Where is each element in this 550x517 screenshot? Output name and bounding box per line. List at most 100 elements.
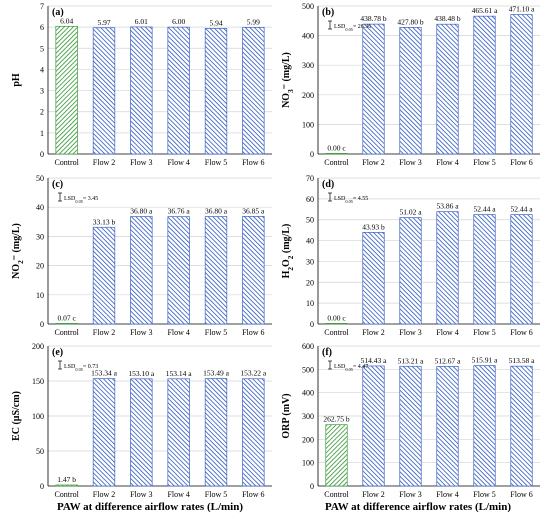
data-label: 438.48 b (434, 14, 461, 23)
x-tick-label: Flow 2 (93, 328, 115, 337)
y-tick-label: 10 (306, 299, 314, 308)
x-tick-label: Flow 6 (242, 328, 264, 337)
bar (55, 484, 78, 487)
x-caption-left: PAW at difference airflow rates (L/min) (57, 501, 243, 513)
y-tick-label: 50 (36, 174, 44, 183)
x-tick-label: Flow 4 (436, 490, 458, 499)
y-tick-label: 5 (40, 44, 44, 53)
data-label: 514.43 a (361, 356, 388, 365)
y-tick-label: 40 (36, 203, 44, 212)
x-tick-label: Flow 3 (399, 328, 421, 337)
x-tick-label: Flow 3 (130, 490, 152, 499)
y-tick-label: 200 (32, 342, 44, 351)
y-tick-label: 2 (40, 108, 44, 117)
lsd-label: LSD0.05= 4.47 (334, 364, 368, 372)
bar (362, 23, 385, 155)
y-tick-label: 600 (302, 342, 314, 351)
y-tick-label: 10 (36, 291, 44, 300)
bar (473, 15, 496, 155)
bar (55, 25, 78, 155)
bar (473, 365, 496, 487)
x-tick-label: Flow 4 (436, 158, 458, 167)
data-label: 5.99 (247, 17, 260, 26)
bar (362, 232, 385, 325)
bar (510, 214, 533, 325)
y-tick-label: 300 (302, 412, 314, 421)
lsd-label: LSD0.05= 26.36 (334, 24, 371, 32)
x-tick-label: Flow 2 (362, 158, 384, 167)
data-label: 153.49 a (203, 369, 230, 378)
data-label: 36.80 a (205, 207, 228, 216)
x-tick-label: Flow 2 (93, 490, 115, 499)
y-axis-label: NO3⁻ (mg/L) (281, 52, 295, 108)
data-label: 53.86 a (436, 202, 459, 211)
y-tick-label: 0 (40, 150, 44, 159)
bar (242, 378, 265, 487)
bar (399, 217, 422, 325)
x-tick-label: Flow 5 (205, 490, 227, 499)
x-tick-label: Flow 4 (167, 328, 189, 337)
y-axis-label: H2O2 (mg/L) (281, 224, 295, 279)
y-tick-label: 7 (40, 2, 44, 11)
chart-panel: 0 100 200 300 400 500 0.00 c Control 438.78 b Flo… (281, 2, 540, 167)
data-label: 153.34 a (91, 369, 118, 378)
x-tick-label: Flow 5 (473, 490, 495, 499)
x-tick-label: Flow 5 (205, 158, 227, 167)
y-tick-label: 6 (40, 23, 44, 32)
x-tick-label: Flow 5 (205, 328, 227, 337)
x-tick-label: Control (324, 490, 349, 499)
x-tick-label: Flow 3 (130, 328, 152, 337)
lsd-label: LSD0.05= 0.73 (64, 364, 98, 372)
x-tick-label: Flow 6 (510, 158, 532, 167)
bar (92, 378, 116, 487)
x-tick-label: Flow 5 (473, 158, 495, 167)
y-tick-label: 3 (40, 87, 44, 96)
x-caption-right: PAW at difference airflow rates (L/min) (325, 501, 511, 513)
y-tick-label: 1 (40, 129, 44, 138)
x-tick-label: Flow 6 (510, 328, 532, 337)
bar (399, 365, 422, 487)
x-tick-label: Control (324, 328, 349, 337)
data-label: 52.44 a (510, 205, 533, 214)
data-label: 515.91 a (472, 356, 499, 365)
x-tick-label: Control (324, 158, 349, 167)
y-tick-label: 400 (302, 32, 314, 41)
y-tick-label: 300 (302, 61, 314, 70)
y-tick-label: 30 (36, 232, 44, 241)
data-label: 0.07 c (57, 313, 76, 322)
bar (325, 424, 348, 487)
panel-label: (d) (322, 179, 334, 190)
y-tick-label: 60 (306, 195, 314, 204)
data-label: 438.78 b (360, 14, 387, 23)
panel-label: (c) (52, 179, 63, 190)
chart-panel: 0 10 20 30 40 50 0.07 c Control 33.13 b Flow 2 36.… (11, 174, 272, 337)
x-tick-label: Flow 3 (130, 158, 152, 167)
data-label: 513.58 a (509, 356, 536, 365)
x-tick-label: Flow 6 (242, 158, 264, 167)
bar (436, 366, 459, 487)
y-tick-label: 200 (302, 91, 314, 100)
chart-panel: 0 100 200 300 400 500 600 262.75 b Control 514.43… (281, 342, 540, 499)
bar (325, 153, 348, 155)
x-tick-label: Flow 2 (362, 328, 384, 337)
data-label: 427.80 b (397, 17, 424, 26)
y-tick-label: 100 (302, 459, 314, 468)
x-tick-label: Flow 4 (167, 490, 189, 499)
data-label: 513.21 a (398, 356, 425, 365)
y-tick-label: 150 (32, 377, 44, 386)
data-label: 153.22 a (240, 369, 267, 378)
data-label: 36.76 a (168, 207, 191, 216)
lsd-label: LSD0.05= 3.45 (64, 196, 98, 204)
bar (362, 365, 385, 487)
bar (325, 323, 348, 325)
bar (130, 26, 153, 155)
x-tick-label: Flow 6 (242, 490, 264, 499)
y-tick-label: 0 (310, 482, 314, 491)
chart-panel: 0 50 100 150 200 1.47 b Control 153.34 a Flow 2 1… (11, 342, 272, 499)
data-label: 5.97 (97, 18, 110, 27)
data-label: 52.44 a (473, 205, 496, 214)
data-label: 0.00 c (327, 313, 346, 322)
panel-label: (f) (322, 347, 332, 358)
chart-panel: 0 1 2 3 4 5 6 7 6.04 Control 5.97 Flow 2 6.01 Flow 3 6… (11, 2, 272, 167)
